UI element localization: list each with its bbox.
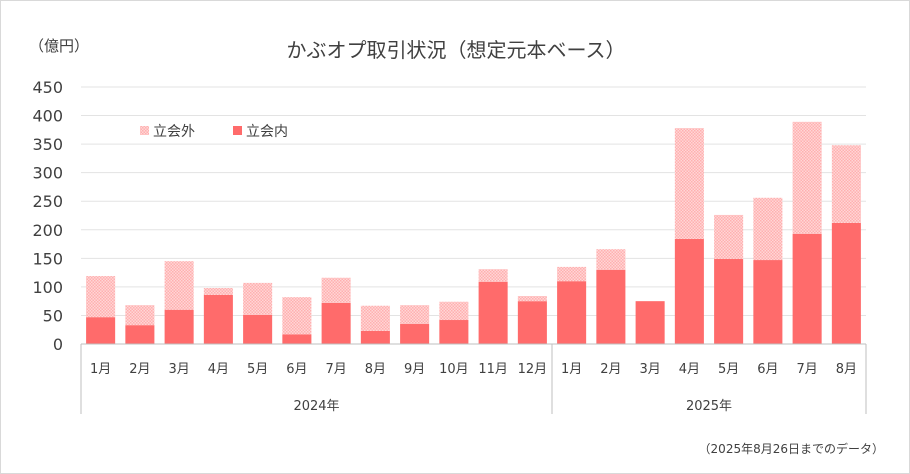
bar-outside bbox=[596, 249, 626, 270]
bar-inside bbox=[243, 314, 273, 344]
legend-label-inside: 立会内 bbox=[246, 124, 288, 140]
bar-inside bbox=[557, 281, 587, 344]
bar-inside bbox=[517, 301, 547, 344]
x-tick-label: 2月 bbox=[600, 362, 621, 377]
bar-outside bbox=[439, 301, 469, 321]
bar-outside bbox=[86, 276, 116, 318]
bar-inside bbox=[674, 238, 704, 344]
y-tick-label: 50 bbox=[43, 306, 63, 325]
y-tick-label: 450 bbox=[32, 78, 63, 97]
group-label: 2025年 bbox=[686, 399, 732, 414]
y-tick-label: 200 bbox=[32, 221, 63, 240]
chart-title: かぶオプ取引状況（想定元本ベース） bbox=[287, 38, 626, 62]
bar-outside bbox=[792, 121, 822, 234]
bar-inside bbox=[792, 233, 822, 344]
x-tick-label: 8月 bbox=[836, 362, 857, 377]
y-tick-label: 100 bbox=[32, 278, 63, 297]
bar-inside bbox=[596, 269, 626, 344]
bar-outside bbox=[753, 197, 783, 261]
x-tick-label: 5月 bbox=[718, 362, 739, 377]
x-tick-label: 11月 bbox=[478, 362, 508, 377]
bar-inside bbox=[831, 222, 861, 344]
bar-outside bbox=[478, 269, 508, 282]
bar-inside bbox=[714, 258, 744, 344]
bar-inside bbox=[478, 281, 508, 344]
bar-inside bbox=[282, 334, 312, 344]
x-tick-label: 5月 bbox=[247, 362, 268, 377]
bar-outside bbox=[831, 145, 861, 223]
y-tick-label: 250 bbox=[32, 192, 63, 211]
bar-inside bbox=[753, 260, 783, 344]
bar-outside bbox=[125, 305, 155, 326]
x-tick-label: 4月 bbox=[679, 362, 700, 377]
legend-swatch-inside bbox=[233, 126, 242, 135]
bar-outside bbox=[557, 266, 587, 282]
bar-outside bbox=[714, 214, 744, 259]
bar-inside bbox=[86, 317, 116, 344]
bar-inside bbox=[400, 324, 430, 344]
y-tick-label: 150 bbox=[32, 249, 63, 268]
x-tick-label: 9月 bbox=[404, 362, 425, 377]
x-tick-label: 10月 bbox=[439, 362, 469, 377]
x-tick-label: 6月 bbox=[286, 362, 307, 377]
legend-swatch-outside bbox=[140, 126, 149, 135]
bar-outside bbox=[517, 296, 547, 302]
y-axis-unit: （億円） bbox=[29, 37, 89, 55]
x-tick-label: 3月 bbox=[168, 362, 189, 377]
y-tick-label: 400 bbox=[32, 107, 63, 126]
bar-inside bbox=[360, 330, 390, 344]
bar-inside bbox=[321, 302, 351, 344]
x-tick-label: 1月 bbox=[561, 362, 582, 377]
bar-outside bbox=[203, 288, 233, 295]
bar-outside bbox=[400, 305, 430, 325]
bar-inside bbox=[439, 320, 469, 344]
bar-inside bbox=[164, 309, 194, 344]
x-tick-label: 8月 bbox=[365, 362, 386, 377]
x-tick-label: 7月 bbox=[796, 362, 817, 377]
x-tick-label: 3月 bbox=[639, 362, 660, 377]
bar-inside bbox=[203, 294, 233, 344]
y-tick-label: 350 bbox=[32, 135, 63, 154]
bar-outside bbox=[243, 282, 273, 315]
bar-outside bbox=[164, 261, 194, 310]
bar-outside bbox=[674, 128, 704, 239]
x-tick-label: 2月 bbox=[129, 362, 150, 377]
bar-outside bbox=[282, 297, 312, 335]
bar-inside bbox=[635, 301, 665, 344]
bar-outside bbox=[321, 277, 351, 303]
footnote: （2025年8月26日までのデータ） bbox=[699, 441, 884, 456]
x-tick-label: 7月 bbox=[325, 362, 346, 377]
legend-label-outside: 立会外 bbox=[153, 124, 195, 140]
y-tick-label: 0 bbox=[53, 335, 63, 354]
group-label: 2024年 bbox=[293, 399, 339, 414]
y-tick-label: 300 bbox=[32, 164, 63, 183]
x-tick-label: 4月 bbox=[208, 362, 229, 377]
x-tick-label: 12月 bbox=[518, 362, 548, 377]
bar-outside bbox=[360, 305, 390, 331]
x-tick-label: 1月 bbox=[90, 362, 111, 377]
bar-inside bbox=[125, 325, 155, 344]
x-tick-label: 6月 bbox=[757, 362, 778, 377]
